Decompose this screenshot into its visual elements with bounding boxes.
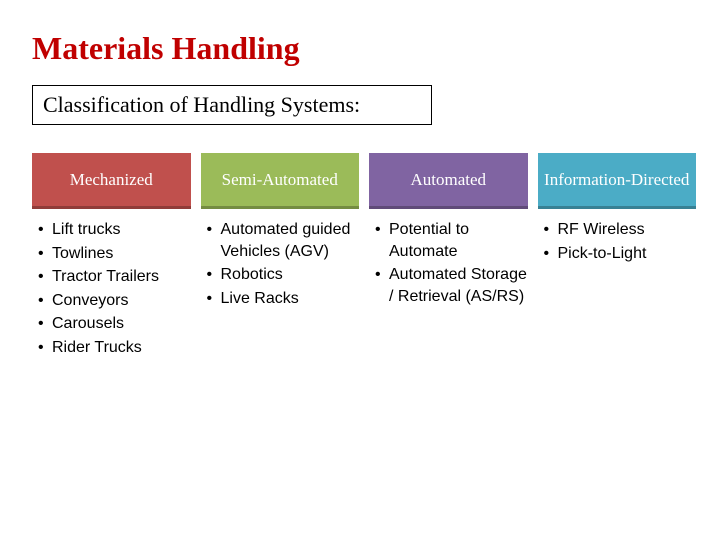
slide-title: Materials Handling (32, 30, 696, 67)
column-information-directed: Information-Directed RF Wireless Pick-to… (538, 153, 697, 371)
column-body: Lift trucks Towlines Tractor Trailers Co… (32, 209, 191, 371)
subtitle-text: Classification of Handling Systems: (43, 92, 360, 117)
column-mechanized: Mechanized Lift trucks Towlines Tractor … (32, 153, 191, 371)
column-semi-automated: Semi-Automated Automated guided Vehicles… (201, 153, 360, 371)
column-automated: Automated Potential to Automate Automate… (369, 153, 528, 371)
column-body: Potential to Automate Automated Storage … (369, 209, 528, 319)
column-body: Automated guided Vehicles (AGV) Robotics… (201, 209, 360, 321)
column-header: Semi-Automated (201, 153, 360, 209)
column-header: Automated (369, 153, 528, 209)
list-item: Automated Storage / Retrieval (AS/RS) (375, 264, 528, 307)
item-list: Lift trucks Towlines Tractor Trailers Co… (38, 219, 191, 359)
list-item: Towlines (38, 243, 191, 265)
list-item: Robotics (207, 264, 360, 286)
item-list: Automated guided Vehicles (AGV) Robotics… (207, 219, 360, 309)
list-item: Lift trucks (38, 219, 191, 241)
list-item: Carousels (38, 313, 191, 335)
list-item: Pick-to-Light (544, 243, 697, 265)
columns-container: Mechanized Lift trucks Towlines Tractor … (32, 153, 696, 371)
list-item: Rider Trucks (38, 337, 191, 359)
list-item: Live Racks (207, 288, 360, 310)
list-item: Automated guided Vehicles (AGV) (207, 219, 360, 262)
list-item: Tractor Trailers (38, 266, 191, 288)
list-item: Conveyors (38, 290, 191, 312)
column-body: RF Wireless Pick-to-Light (538, 209, 697, 276)
list-item: RF Wireless (544, 219, 697, 241)
subtitle-box: Classification of Handling Systems: (32, 85, 432, 125)
list-item: Potential to Automate (375, 219, 528, 262)
column-header: Information-Directed (538, 153, 697, 209)
item-list: RF Wireless Pick-to-Light (544, 219, 697, 264)
item-list: Potential to Automate Automated Storage … (375, 219, 528, 307)
column-header: Mechanized (32, 153, 191, 209)
